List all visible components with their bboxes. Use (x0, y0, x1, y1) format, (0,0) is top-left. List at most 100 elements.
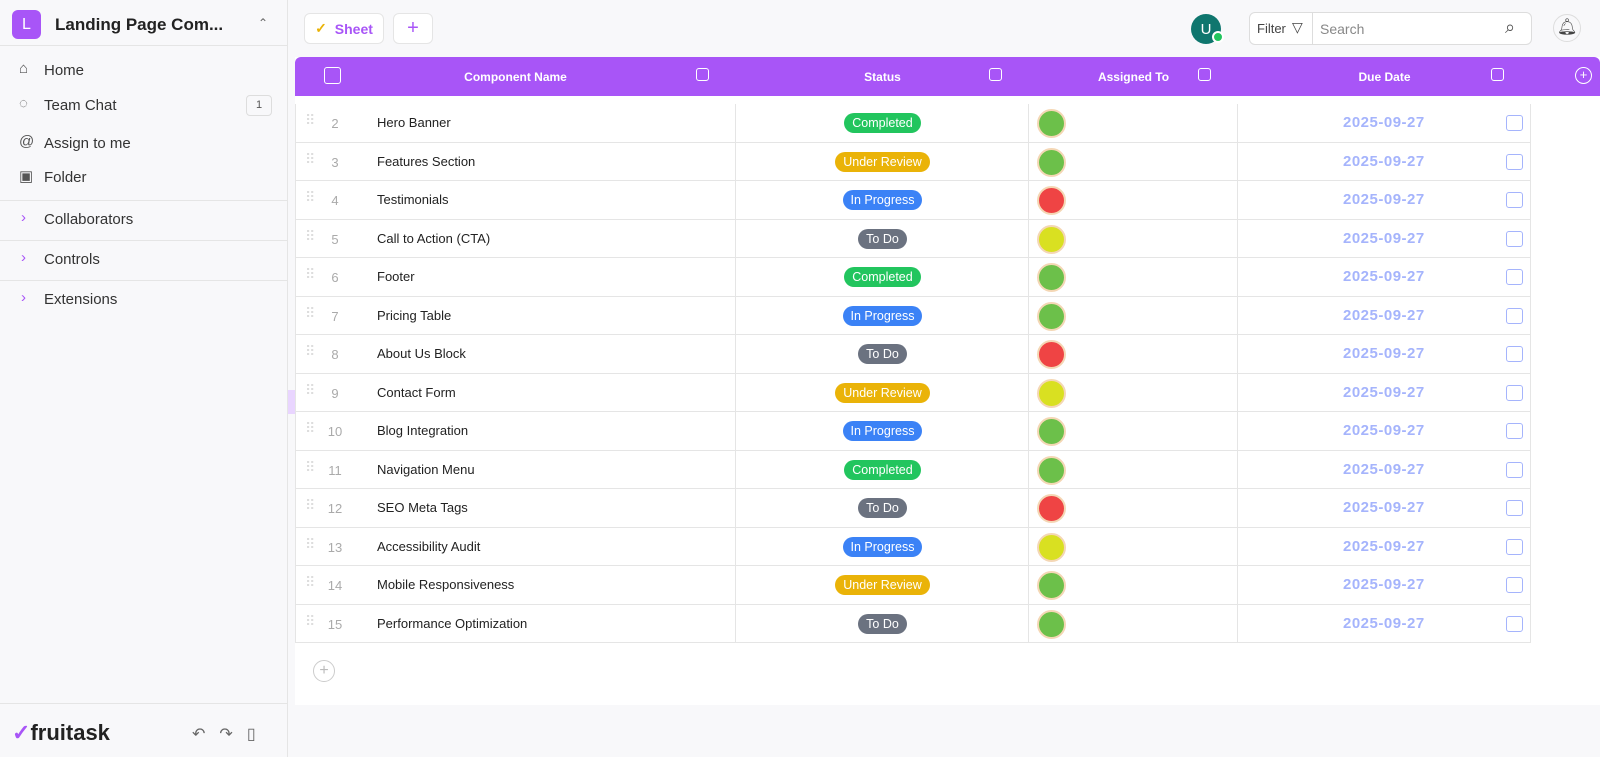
assignee-avatar[interactable] (1037, 263, 1066, 292)
nav-item[interactable]: Home (44, 62, 85, 79)
due-date[interactable]: 2025-09-27 (1343, 460, 1425, 478)
due-date[interactable]: 2025-09-27 (1343, 268, 1425, 285)
workspace-icon[interactable]: L (12, 10, 41, 39)
calendar-icon[interactable] (1506, 153, 1523, 170)
component-name[interactable]: Mobile Responsiveness (377, 577, 515, 592)
assignee-avatar[interactable] (1037, 455, 1066, 485)
component-name[interactable]: Testimonials (377, 192, 449, 207)
add-row[interactable]: + (313, 660, 335, 682)
component-name[interactable]: Features Section (377, 153, 476, 169)
status-label[interactable]: Under Review (835, 382, 930, 403)
calendar-icon[interactable] (1506, 461, 1523, 478)
status-label[interactable]: In Progress (842, 305, 923, 326)
calendar-icon[interactable] (1506, 384, 1523, 401)
component-name[interactable]: About Us Block (377, 346, 466, 361)
due-date[interactable]: 2025-09-27 (1343, 306, 1425, 324)
search-box[interactable]: Filter ▽ Search ⌕ (1249, 12, 1532, 45)
calendar-icon[interactable] (1506, 307, 1523, 324)
column-menu[interactable] (1491, 68, 1504, 81)
due-date[interactable]: 2025-09-27 (1343, 345, 1425, 362)
column-menu[interactable] (989, 68, 1002, 81)
assignee-avatar[interactable] (1037, 417, 1066, 446)
due-date[interactable]: 2025-09-27 (1343, 152, 1425, 170)
drag-handle[interactable]: ⠿ (305, 420, 315, 436)
calendar-icon[interactable] (1506, 577, 1523, 593)
column-menu[interactable] (1198, 68, 1211, 81)
component-name[interactable]: Hero Banner (377, 115, 451, 130)
assignee-avatar[interactable] (1037, 571, 1066, 600)
drag-handle[interactable]: ⠿ (305, 189, 315, 205)
drag-handle[interactable]: ⠿ (305, 381, 315, 398)
due-date[interactable]: 2025-09-27 (1343, 114, 1425, 131)
add-column[interactable]: + (1575, 67, 1592, 84)
drag-handle[interactable]: ⠿ (305, 227, 315, 244)
due-date[interactable]: 2025-09-27 (1343, 537, 1425, 555)
calendar-icon[interactable] (1506, 192, 1523, 208)
drag-handle[interactable]: ⠿ (305, 343, 315, 359)
section-chevron[interactable]: › (21, 289, 26, 306)
component-name[interactable]: Contact Form (377, 384, 456, 400)
status-label[interactable]: To Do (858, 613, 907, 634)
assignee-avatar[interactable] (1037, 494, 1066, 523)
due-date[interactable]: 2025-09-27 (1343, 229, 1425, 247)
drag-handle[interactable]: ⠿ (305, 497, 315, 513)
calendar-icon[interactable] (1506, 230, 1523, 247)
status-label[interactable]: Completed (844, 267, 921, 287)
assignee-avatar[interactable] (1037, 532, 1066, 562)
drag-handle[interactable]: ⠿ (305, 266, 315, 282)
due-date[interactable]: 2025-09-27 (1343, 422, 1425, 439)
due-date[interactable]: 2025-09-27 (1343, 499, 1425, 516)
workspace-name[interactable]: Landing Page Com... (55, 15, 224, 34)
column-menu[interactable] (696, 68, 709, 81)
component-name[interactable]: Navigation Menu (377, 461, 475, 477)
sheet-tab[interactable]: ✓ Sheet (304, 13, 384, 44)
due-date[interactable]: 2025-09-27 (1343, 191, 1425, 208)
drag-handle[interactable]: ⠿ (305, 304, 315, 321)
component-name[interactable]: Performance Optimization (377, 615, 528, 631)
component-name[interactable]: Call to Action (CTA) (377, 230, 491, 246)
search-placeholder[interactable]: Search (1320, 21, 1365, 37)
assignee-avatar[interactable] (1037, 224, 1066, 254)
assignee-avatar[interactable] (1037, 147, 1066, 177)
drag-handle[interactable]: ⠿ (305, 150, 315, 167)
assignee-avatar[interactable] (1037, 109, 1066, 138)
workspace-switch[interactable]: ⌃ (258, 16, 269, 30)
component-name[interactable]: Pricing Table (377, 307, 452, 323)
calendar-icon[interactable] (1506, 615, 1523, 632)
select-all[interactable] (324, 67, 341, 84)
assignee-avatar[interactable] (1037, 301, 1066, 331)
calendar-icon[interactable] (1506, 346, 1523, 362)
calendar-icon[interactable] (1506, 423, 1523, 439)
calendar-icon[interactable] (1506, 115, 1523, 131)
undo-redo[interactable]: ↶↷▯ (192, 726, 270, 743)
drag-handle[interactable]: ⠿ (305, 112, 315, 128)
section-chevron[interactable]: › (21, 209, 26, 226)
status-label[interactable]: Completed (844, 113, 921, 133)
status-label[interactable]: In Progress (842, 190, 923, 210)
drag-handle[interactable]: ⠿ (305, 458, 315, 475)
component-name[interactable]: SEO Meta Tags (377, 500, 468, 515)
component-name[interactable]: Footer (377, 269, 415, 284)
due-date[interactable]: 2025-09-27 (1343, 614, 1425, 632)
filter-label[interactable]: Filter (1257, 21, 1286, 36)
drag-handle[interactable]: ⠿ (305, 535, 315, 552)
section-label[interactable]: Collaborators (44, 211, 134, 228)
status-label[interactable]: To Do (858, 498, 907, 518)
calendar-icon[interactable] (1506, 500, 1523, 516)
assignee-avatar[interactable] (1037, 609, 1066, 639)
assignee-avatar[interactable] (1037, 186, 1066, 215)
component-name[interactable]: Blog Integration (377, 423, 469, 438)
due-date[interactable]: 2025-09-27 (1343, 383, 1425, 401)
drag-handle[interactable]: ⠿ (305, 612, 315, 629)
assignee-avatar[interactable] (1037, 378, 1066, 408)
drag-handle[interactable]: ⠿ (305, 574, 315, 590)
calendar-icon[interactable] (1506, 269, 1523, 285)
component-name[interactable]: Accessibility Audit (377, 538, 481, 554)
section-chevron[interactable]: › (21, 249, 26, 266)
assignee-avatar[interactable] (1037, 340, 1066, 369)
nav-item[interactable]: Assign to me (44, 135, 131, 152)
section-label[interactable]: Extensions (44, 291, 118, 308)
status-label[interactable]: Under Review (835, 151, 930, 172)
section-label[interactable]: Controls (44, 251, 100, 268)
add-view[interactable]: + (393, 13, 433, 44)
